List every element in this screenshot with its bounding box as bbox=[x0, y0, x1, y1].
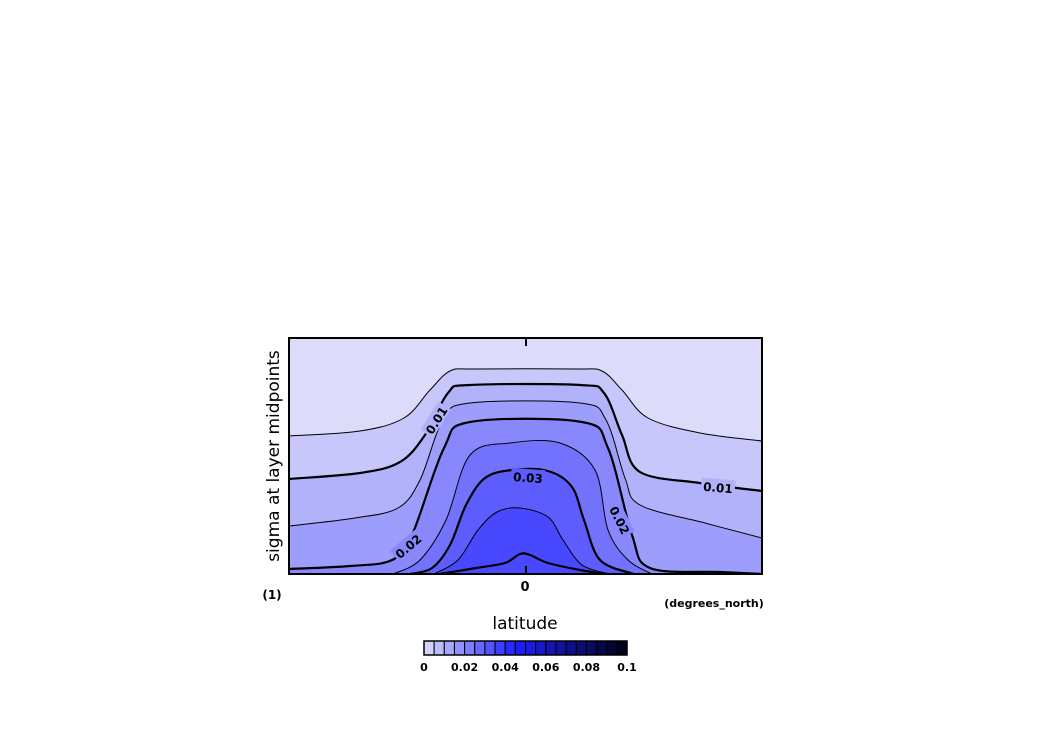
colorbar-box bbox=[616, 640, 628, 656]
colorbar-box bbox=[504, 640, 516, 656]
contour-line-8 bbox=[439, 552, 606, 574]
colorbar-frame bbox=[423, 640, 628, 656]
colorbar bbox=[423, 640, 628, 656]
colorbar-tick-label: 0.1 bbox=[617, 661, 637, 674]
contour-label-2: 0.01 bbox=[700, 477, 736, 497]
colorbar-box bbox=[464, 640, 476, 656]
contour-lines bbox=[289, 368, 762, 574]
colorbar-box bbox=[484, 640, 496, 656]
contour-band-7 bbox=[434, 507, 610, 574]
colorbar-box bbox=[535, 640, 547, 656]
colorbar-box bbox=[423, 640, 435, 656]
colorbar-box bbox=[453, 640, 466, 656]
contour-line-5 bbox=[392, 439, 653, 574]
colorbar-box bbox=[596, 640, 608, 656]
colorbar-box bbox=[585, 640, 598, 656]
x-units-label: (degrees_north) bbox=[664, 597, 764, 610]
colorbar-box bbox=[474, 640, 486, 656]
colorbar-tick-label: 0.02 bbox=[451, 661, 478, 674]
contour-line-1 bbox=[289, 368, 762, 442]
colorbar-box bbox=[525, 640, 537, 656]
colorbar-tick-label: 0.08 bbox=[573, 661, 600, 674]
colorbar-box bbox=[565, 640, 577, 656]
colorbar-tick-label: 0.04 bbox=[492, 661, 519, 674]
x-tick-label: 0 bbox=[520, 580, 529, 595]
colorbar-tick-labels: 0 0.02 0.04 0.06 0.08 0.1 bbox=[420, 661, 637, 674]
contour-fill-bands bbox=[289, 338, 762, 574]
contour-label-text: 0.03 bbox=[513, 470, 544, 486]
y-units-label: (1) bbox=[262, 588, 281, 602]
y-axis-label: sigma at layer midpoints bbox=[264, 350, 284, 562]
contour-label-5: 0.03 bbox=[510, 467, 546, 486]
colorbar-box bbox=[575, 640, 587, 656]
colorbar-tick-label: 0 bbox=[420, 661, 428, 674]
contour-line-4 bbox=[289, 417, 762, 574]
colorbar-box bbox=[606, 640, 618, 656]
contour-label-text: 0.01 bbox=[703, 480, 734, 497]
x-axis-label: latitude bbox=[492, 614, 557, 634]
contour-line-7 bbox=[433, 507, 611, 574]
contour-line-3 bbox=[289, 400, 762, 539]
colorbar-tick-label: 0.06 bbox=[532, 661, 559, 674]
contour-band-8 bbox=[440, 553, 605, 574]
colorbar-box bbox=[545, 640, 557, 656]
contour-line-2 bbox=[289, 382, 762, 493]
colorbar-box bbox=[494, 640, 506, 656]
colorbar-box bbox=[433, 640, 445, 656]
colorbar-box bbox=[514, 640, 526, 656]
colorbar-box bbox=[555, 640, 567, 656]
colorbar-box bbox=[443, 640, 455, 656]
